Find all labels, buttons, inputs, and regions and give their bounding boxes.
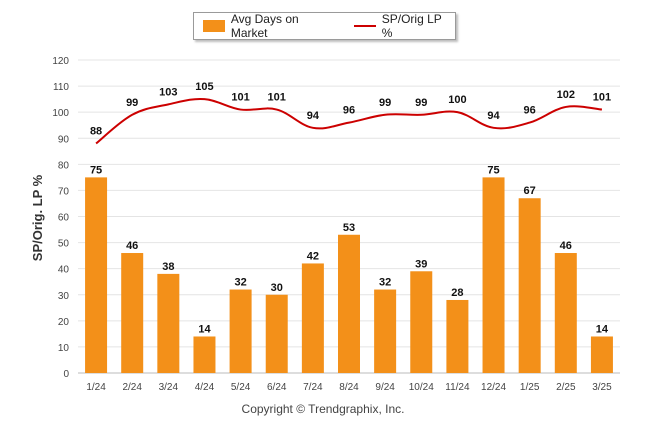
- line-data-label: 105: [195, 81, 213, 93]
- line-data-label: 103: [159, 86, 177, 98]
- y-tick-label: 10: [58, 343, 70, 354]
- legend: Avg Days on Market SP/Orig LP %: [193, 12, 456, 40]
- line-data-label: 102: [557, 89, 575, 101]
- bar: [338, 234, 360, 373]
- bar: [554, 253, 577, 373]
- line-path: [95, 97, 603, 145]
- legend-line-label: SP/Orig LP %: [381, 12, 442, 40]
- y-tick-label: 40: [58, 265, 70, 276]
- bar: [85, 177, 108, 373]
- y-tick-label: 100: [52, 108, 69, 119]
- x-tick-label: 3/24: [159, 382, 179, 393]
- copyright-text: Copyright © Trendgraphix, Inc.: [241, 402, 405, 416]
- x-tick-label: 4/24: [195, 382, 215, 393]
- bar: [121, 253, 144, 373]
- line-data-label: 94: [487, 110, 500, 122]
- line-data-label: 88: [90, 125, 102, 137]
- y-tick-label: 80: [58, 160, 70, 171]
- x-tick-label: 3/25: [592, 382, 612, 393]
- bar-data-label: 67: [524, 185, 536, 197]
- line-data-label: 94: [307, 110, 320, 122]
- y-tick-label: 30: [58, 291, 70, 302]
- line-swatch-icon: [353, 25, 376, 27]
- line-data-label: 101: [268, 92, 286, 104]
- x-tick-label: 2/24: [122, 382, 142, 393]
- bar: [482, 177, 505, 373]
- x-tick-label: 6/24: [267, 382, 287, 393]
- legend-item-line[interactable]: SP/Orig LP %: [353, 12, 455, 40]
- line-data-label: 101: [231, 92, 249, 104]
- bar-data-label: 28: [451, 287, 463, 299]
- y-axis-ticks: 0 10 20 30 40 50 60 70 80 90 100 110 120: [52, 56, 69, 380]
- bar-data-label: 53: [343, 222, 355, 234]
- line-data-label: 99: [415, 97, 427, 109]
- y-tick-label: 110: [53, 82, 69, 93]
- x-tick-label: 8/24: [339, 382, 359, 393]
- bar: [157, 273, 180, 373]
- y-tick-label: 20: [58, 317, 70, 328]
- x-tick-label: 11/24: [445, 382, 470, 393]
- line-data-label: 100: [448, 94, 466, 106]
- bar-data-label: 42: [307, 250, 319, 262]
- bar-data-label: 30: [271, 282, 283, 294]
- bar-series: 75 46 38 14 32 30 42 53 32 39 28 75 67 46 14: [85, 164, 613, 373]
- bar-data-label: 38: [162, 261, 174, 273]
- y-tick-label: 60: [58, 213, 70, 224]
- y-tick-label: 120: [52, 56, 69, 67]
- bar-swatch-icon: [203, 20, 225, 32]
- bar: [193, 336, 216, 373]
- bar-data-label: 75: [487, 164, 499, 176]
- x-tick-label: 1/25: [520, 382, 540, 393]
- x-tick-label: 9/24: [375, 382, 395, 393]
- line-data-label: 101: [593, 92, 611, 104]
- x-tick-label: 10/24: [409, 382, 434, 393]
- x-axis-ticks: 1/24 2/24 3/24 4/24 5/24 6/24 7/24 8/24 9/24 10/2…: [86, 382, 612, 393]
- bar-data-label: 14: [596, 323, 609, 335]
- legend-item-bar[interactable]: Avg Days on Market: [203, 12, 338, 40]
- line-data-label: 96: [343, 105, 355, 117]
- line-data-label: 99: [379, 97, 391, 109]
- bar-data-label: 46: [126, 240, 138, 252]
- bar-data-label: 32: [234, 277, 246, 289]
- bar-data-label: 14: [198, 323, 211, 335]
- x-tick-label: 5/24: [231, 382, 251, 393]
- bar: [590, 336, 613, 373]
- bar-data-label: 46: [560, 240, 572, 252]
- y-axis-label: SP/Orig. LP %: [30, 174, 45, 261]
- legend-bar-label: Avg Days on Market: [230, 12, 299, 40]
- bar: [410, 271, 433, 373]
- y-tick-label: 90: [58, 134, 70, 145]
- bar: [446, 299, 469, 373]
- bar: [301, 263, 324, 373]
- y-tick-label: 0: [63, 369, 69, 380]
- x-tick-label: 1/24: [86, 382, 106, 393]
- line-series: 88 99 103 105 101 101 94 96 99 99 100 94 96 102 101: [90, 81, 611, 145]
- y-tick-label: 50: [58, 239, 70, 250]
- bar: [229, 289, 252, 373]
- x-tick-label: 7/24: [303, 382, 323, 393]
- bar: [265, 294, 288, 373]
- bar-data-label: 32: [379, 277, 391, 289]
- y-tick-label: 70: [58, 186, 70, 197]
- x-tick-label: 12/24: [481, 382, 506, 393]
- bar: [518, 198, 541, 373]
- line-data-label: 99: [126, 97, 138, 109]
- line-data-label: 96: [524, 105, 536, 117]
- bar: [374, 289, 397, 373]
- x-tick-label: 2/25: [556, 382, 576, 393]
- bar-data-label: 39: [415, 258, 427, 270]
- bar-data-label: 75: [90, 164, 102, 176]
